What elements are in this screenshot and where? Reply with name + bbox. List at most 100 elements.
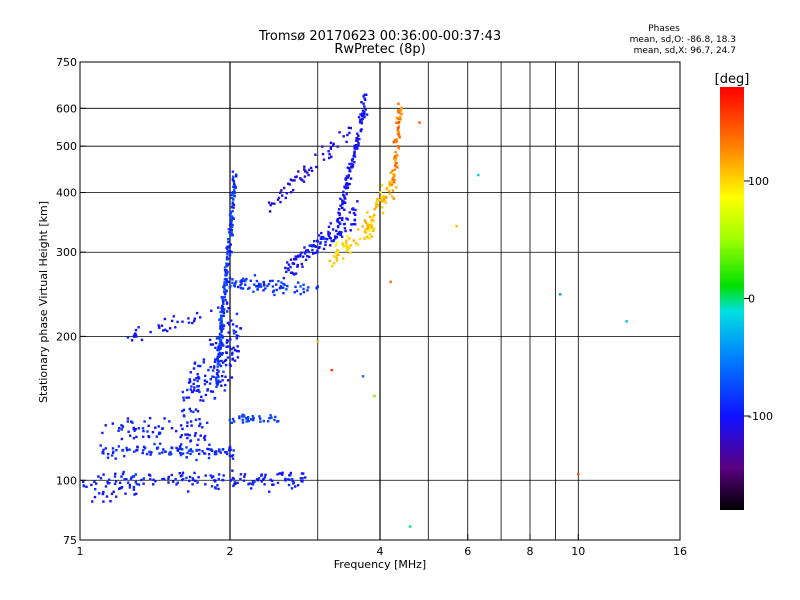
data-point-294 (203, 438, 207, 441)
y-tick-label-1: 100 (56, 474, 77, 487)
data-point-555 (277, 420, 280, 423)
data-point-1355 (477, 173, 480, 177)
data-point-839 (234, 282, 237, 285)
data-point-1095 (355, 137, 358, 140)
data-point-789 (223, 280, 226, 284)
data-point-1097 (357, 116, 361, 119)
data-point-458 (208, 382, 212, 385)
data-point-650 (217, 353, 220, 356)
data-point-1176 (345, 249, 348, 253)
data-point-522 (209, 343, 213, 346)
data-point-663 (232, 217, 235, 220)
data-point-1044 (360, 120, 363, 124)
data-point-542 (268, 417, 271, 420)
data-point-434 (224, 383, 227, 387)
data-point-869 (255, 285, 258, 288)
data-point-301 (111, 422, 114, 425)
data-point-306 (147, 424, 150, 427)
data-point-552 (230, 421, 234, 424)
data-point-295 (154, 426, 157, 429)
data-point-850 (299, 292, 302, 296)
data-point-665 (216, 368, 219, 372)
data-point-837 (282, 276, 286, 280)
data-point-725 (229, 227, 232, 231)
data-point-1118 (322, 158, 326, 161)
data-point-1109 (363, 97, 366, 100)
data-point-313 (118, 426, 121, 430)
data-point-24 (149, 478, 152, 481)
data-point-1267 (385, 187, 388, 191)
data-point-323 (134, 428, 137, 431)
data-point-1194 (368, 229, 371, 232)
data-point-815 (241, 287, 245, 290)
data-point-206 (185, 456, 188, 459)
data-point-1255 (393, 178, 396, 182)
data-point-1348 (397, 118, 400, 121)
data-point-427 (194, 408, 198, 411)
data-point-1093 (357, 143, 360, 146)
data-point-1136 (279, 200, 282, 204)
data-point-418 (216, 374, 219, 377)
data-point-804 (259, 283, 262, 286)
data-point-802 (240, 282, 243, 285)
x-tick-label-4: 8 (527, 545, 534, 558)
data-point-1145 (304, 170, 307, 173)
data-point-270 (218, 450, 221, 453)
data-point-2 (108, 478, 111, 481)
data-point-946 (300, 262, 303, 266)
data-point-930 (328, 232, 331, 235)
data-point-1353 (396, 145, 400, 148)
data-point-1012 (356, 139, 359, 142)
data-point-107 (134, 473, 137, 476)
data-point-960 (312, 252, 315, 255)
data-point-1020 (337, 224, 340, 228)
data-point-870 (262, 280, 265, 284)
data-point-1324 (394, 158, 398, 161)
data-point-535 (225, 341, 229, 344)
data-point-980 (339, 230, 342, 234)
data-point-737 (226, 270, 229, 273)
data-point-225 (206, 447, 209, 451)
data-point-497 (237, 350, 240, 353)
data-point-167 (91, 500, 94, 503)
data-point-265 (225, 451, 228, 454)
data-point-524 (225, 351, 228, 354)
data-point-553 (266, 420, 270, 423)
data-point-343 (129, 434, 132, 437)
data-point-260 (148, 450, 151, 453)
data-point-395 (163, 317, 167, 321)
data-point-391 (158, 326, 161, 329)
data-point-1292 (388, 181, 391, 184)
data-point-1356 (559, 293, 562, 296)
data-point-529 (186, 421, 189, 424)
data-point-262 (161, 451, 164, 454)
data-point-819 (294, 285, 297, 289)
data-point-812 (239, 280, 242, 283)
x-tick-label-2: 4 (377, 545, 384, 558)
data-point-794 (223, 308, 226, 311)
data-point-484 (230, 347, 233, 351)
data-point-594 (225, 279, 229, 283)
data-point-91 (217, 477, 220, 481)
data-point-1363 (361, 375, 365, 378)
data-point-410 (199, 364, 202, 368)
data-point-528 (235, 349, 239, 353)
data-point-1166 (285, 192, 288, 195)
data-point-1141 (284, 196, 287, 200)
data-point-129 (114, 472, 117, 475)
data-point-943 (287, 263, 291, 266)
data-point-157 (290, 487, 294, 490)
data-point-327 (120, 428, 123, 431)
data-point-972 (314, 251, 317, 255)
data-point-64 (129, 477, 133, 481)
data-point-1005 (356, 132, 359, 135)
data-point-397 (160, 324, 164, 327)
data-point-1248 (366, 226, 369, 229)
data-point-273 (169, 452, 172, 456)
data-point-984 (298, 255, 302, 258)
x-axis-ticks: 1 2 4 6 8 10 16 (77, 534, 687, 558)
data-point-1276 (381, 199, 384, 202)
data-point-281 (145, 452, 149, 456)
data-point-879 (302, 255, 305, 258)
data-point-307 (179, 424, 183, 427)
